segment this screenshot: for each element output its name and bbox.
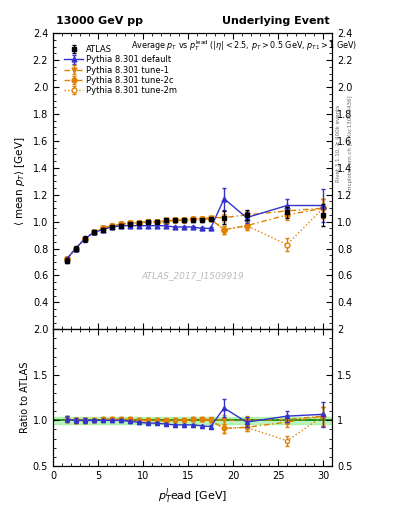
Text: ATLAS_2017_I1509919: ATLAS_2017_I1509919: [141, 271, 244, 281]
Y-axis label: $\langle$ mean $p_T\rangle$ [GeV]: $\langle$ mean $p_T\rangle$ [GeV]: [13, 137, 27, 226]
Text: 13000 GeV pp: 13000 GeV pp: [56, 16, 143, 26]
Text: Rivet 3.1.10, ≥ 400k events: Rivet 3.1.10, ≥ 400k events: [336, 105, 341, 182]
Text: Average $p_T$ vs $p_T^{\rm lead}$ ($|\eta|<2.5$, $p_T>0.5$ GeV, $p_{T1}>1$ GeV): Average $p_T$ vs $p_T^{\rm lead}$ ($|\et…: [131, 38, 358, 53]
Legend: ATLAS, Pythia 8.301 default, Pythia 8.301 tune-1, Pythia 8.301 tune-2c, Pythia 8: ATLAS, Pythia 8.301 default, Pythia 8.30…: [63, 44, 179, 97]
Text: mcplots.cern.ch [arXiv:1306.3436]: mcplots.cern.ch [arXiv:1306.3436]: [348, 96, 353, 191]
Text: Underlying Event: Underlying Event: [222, 16, 329, 26]
X-axis label: $p_T^l$ead [GeV]: $p_T^l$ead [GeV]: [158, 486, 227, 506]
Bar: [53, 417, 332, 424]
Y-axis label: Ratio to ATLAS: Ratio to ATLAS: [20, 362, 30, 433]
